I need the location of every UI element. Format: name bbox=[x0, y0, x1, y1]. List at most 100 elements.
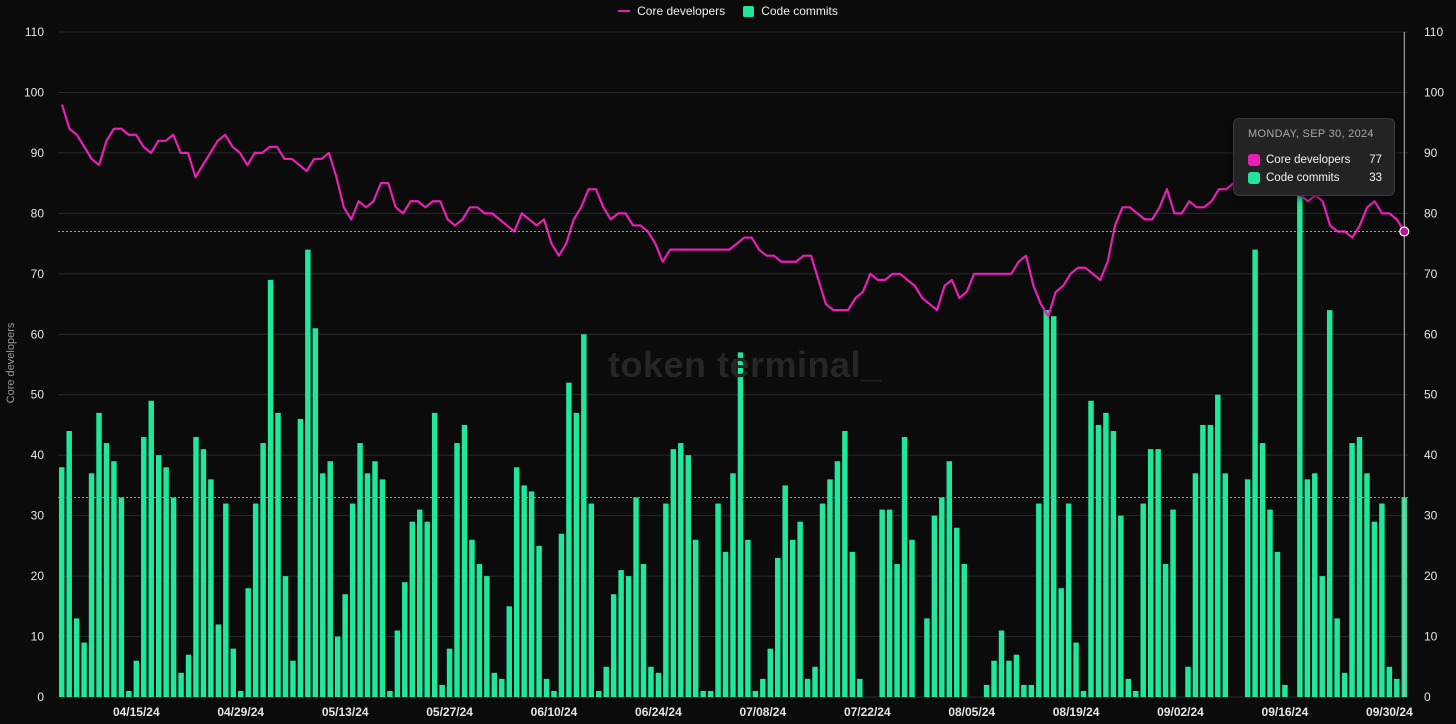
bar[interactable] bbox=[767, 648, 774, 697]
bar[interactable] bbox=[596, 690, 602, 697]
legend-item-core-developers[interactable]: Core developers bbox=[618, 4, 725, 18]
bar[interactable] bbox=[551, 690, 557, 697]
bar[interactable] bbox=[96, 412, 102, 697]
bar[interactable] bbox=[1297, 189, 1303, 697]
bar[interactable] bbox=[1036, 503, 1042, 697]
bar[interactable] bbox=[566, 382, 572, 697]
bar[interactable] bbox=[804, 678, 811, 697]
bar[interactable] bbox=[789, 539, 796, 697]
bar[interactable] bbox=[879, 509, 885, 697]
bar[interactable] bbox=[983, 684, 990, 697]
bar[interactable] bbox=[842, 431, 848, 697]
bar[interactable] bbox=[625, 576, 632, 697]
bar[interactable] bbox=[155, 455, 162, 697]
bar[interactable] bbox=[1185, 666, 1191, 697]
bar[interactable] bbox=[267, 279, 274, 697]
bar[interactable] bbox=[252, 503, 259, 697]
bar[interactable] bbox=[931, 515, 938, 697]
bar[interactable] bbox=[133, 660, 140, 697]
bar[interactable] bbox=[88, 473, 95, 697]
bar[interactable] bbox=[230, 648, 237, 697]
bar[interactable] bbox=[1200, 424, 1206, 697]
bar[interactable] bbox=[700, 690, 706, 697]
bar[interactable] bbox=[417, 509, 423, 697]
bar[interactable] bbox=[1192, 473, 1199, 697]
bar[interactable] bbox=[402, 582, 408, 697]
bar[interactable] bbox=[312, 328, 319, 697]
bar[interactable] bbox=[655, 672, 662, 697]
bar[interactable] bbox=[364, 473, 371, 697]
bar[interactable] bbox=[476, 564, 483, 697]
bar[interactable] bbox=[521, 485, 527, 697]
bar[interactable] bbox=[349, 503, 356, 697]
bar[interactable] bbox=[1386, 666, 1393, 697]
bar[interactable] bbox=[894, 564, 900, 697]
core-developers-line[interactable] bbox=[60, 104, 1406, 318]
bar[interactable] bbox=[446, 648, 453, 697]
bar[interactable] bbox=[66, 431, 72, 697]
bar[interactable] bbox=[760, 678, 766, 697]
bar[interactable] bbox=[1259, 443, 1266, 697]
bar[interactable] bbox=[1006, 660, 1012, 697]
bar[interactable] bbox=[603, 666, 609, 697]
bar[interactable] bbox=[610, 594, 617, 697]
bar[interactable] bbox=[1282, 684, 1288, 697]
bar[interactable] bbox=[1110, 431, 1117, 697]
bar[interactable] bbox=[730, 473, 736, 697]
bar[interactable] bbox=[991, 660, 997, 697]
bar[interactable] bbox=[185, 654, 192, 697]
bar[interactable] bbox=[1095, 424, 1102, 697]
bar[interactable] bbox=[1215, 394, 1221, 697]
bar[interactable] bbox=[536, 545, 542, 697]
bar[interactable] bbox=[670, 449, 677, 697]
bar[interactable] bbox=[663, 503, 669, 697]
bar[interactable] bbox=[558, 533, 565, 697]
bar[interactable] bbox=[722, 551, 729, 697]
bar[interactable] bbox=[81, 642, 87, 697]
bar[interactable] bbox=[513, 467, 520, 697]
bar[interactable] bbox=[618, 570, 624, 697]
bar[interactable] bbox=[238, 690, 244, 697]
bar[interactable] bbox=[260, 443, 266, 697]
bar[interactable] bbox=[484, 576, 490, 697]
bar[interactable] bbox=[305, 249, 311, 697]
bar[interactable] bbox=[1140, 503, 1146, 697]
bar[interactable] bbox=[1170, 509, 1176, 697]
bar[interactable] bbox=[469, 539, 475, 697]
bar[interactable] bbox=[491, 672, 498, 697]
bar[interactable] bbox=[170, 497, 177, 698]
bar[interactable] bbox=[909, 539, 915, 697]
bar[interactable] bbox=[215, 624, 222, 697]
bar[interactable] bbox=[819, 503, 826, 697]
bar[interactable] bbox=[745, 539, 751, 697]
bar[interactable] bbox=[692, 539, 699, 697]
bar[interactable] bbox=[1050, 316, 1057, 697]
bar[interactable] bbox=[707, 690, 714, 697]
bar[interactable] bbox=[1147, 449, 1154, 697]
bar[interactable] bbox=[1379, 503, 1385, 697]
bar[interactable] bbox=[782, 485, 788, 697]
bar[interactable] bbox=[148, 400, 154, 697]
bar[interactable] bbox=[342, 594, 348, 697]
bar[interactable] bbox=[1028, 684, 1035, 697]
bar[interactable] bbox=[543, 678, 550, 697]
bar[interactable] bbox=[394, 630, 401, 698]
bar[interactable] bbox=[1267, 509, 1273, 697]
bar[interactable] bbox=[775, 557, 781, 697]
bar[interactable] bbox=[849, 551, 856, 697]
bar[interactable] bbox=[924, 618, 930, 697]
bar[interactable] bbox=[282, 576, 289, 697]
bar[interactable] bbox=[73, 618, 80, 697]
bar[interactable] bbox=[1356, 437, 1363, 697]
bar[interactable] bbox=[715, 503, 721, 697]
bar[interactable] bbox=[1103, 412, 1109, 697]
bar[interactable] bbox=[178, 672, 184, 697]
bar[interactable] bbox=[59, 467, 65, 697]
bar[interactable] bbox=[998, 630, 1005, 698]
bar[interactable] bbox=[648, 666, 654, 697]
bar[interactable] bbox=[901, 437, 908, 697]
bar[interactable] bbox=[1073, 642, 1079, 697]
bar[interactable] bbox=[1118, 515, 1124, 697]
bar[interactable] bbox=[1252, 249, 1258, 697]
bar[interactable] bbox=[431, 412, 438, 697]
